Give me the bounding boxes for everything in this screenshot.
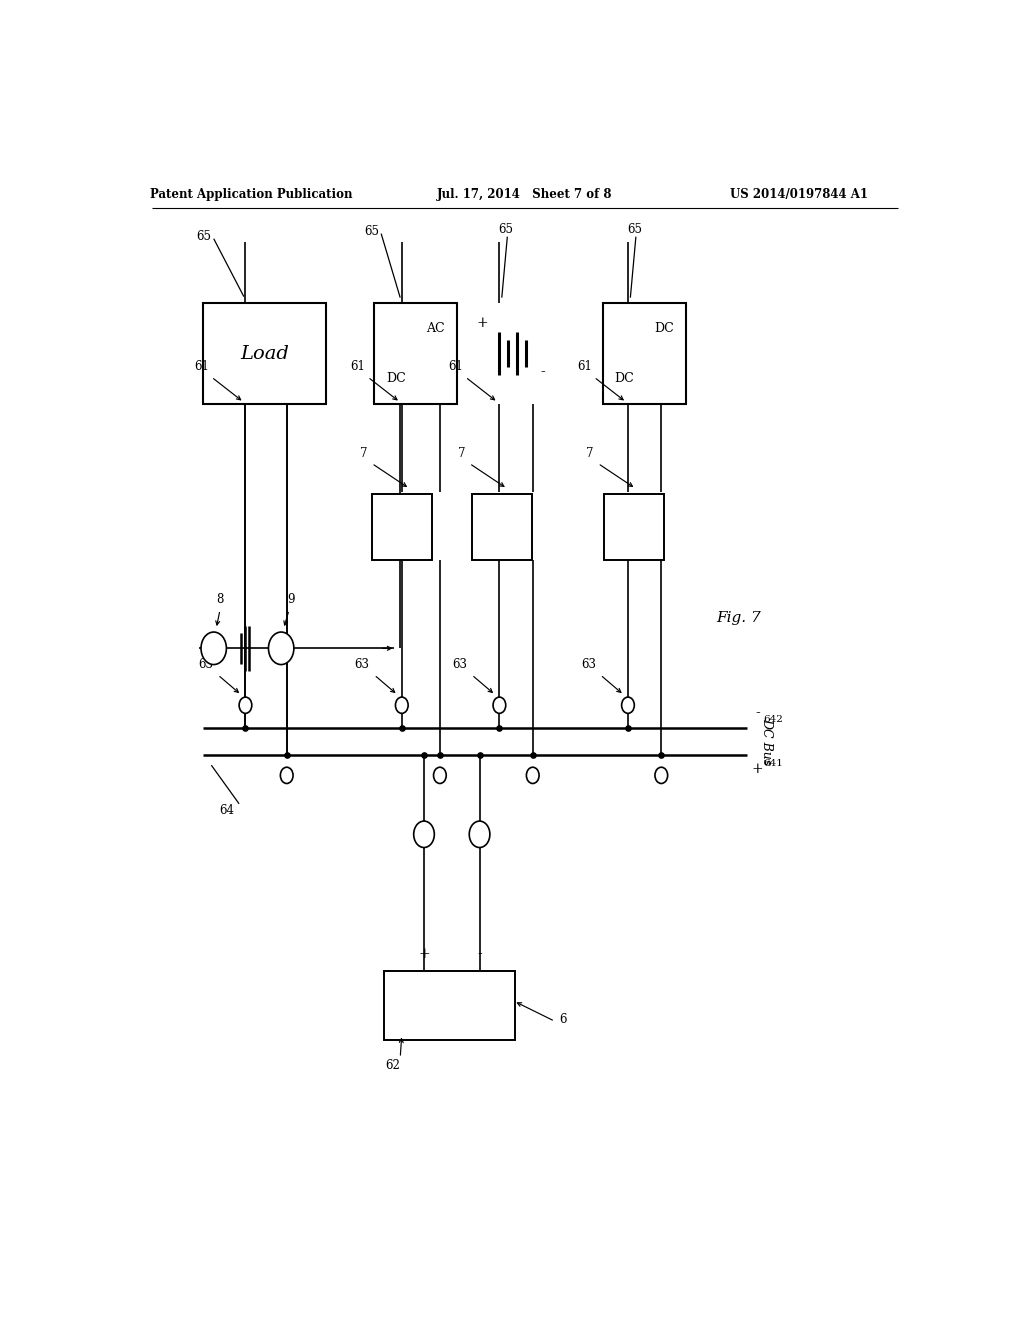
Text: 63: 63 [354,659,370,671]
Text: 61: 61 [350,360,366,374]
Text: 62: 62 [385,1059,399,1072]
Text: 641: 641 [763,759,782,768]
Text: 65: 65 [499,223,513,236]
Text: +: + [210,644,218,653]
Text: +: + [278,644,286,653]
Text: 7: 7 [360,446,368,459]
Text: DC Bus: DC Bus [761,718,773,764]
Text: +: + [418,948,430,961]
Bar [372,494,432,560]
Text: AC: AC [426,322,445,335]
Text: US 2014/0197844 A1: US 2014/0197844 A1 [729,189,867,202]
Text: Load: Load [241,345,290,363]
Bar [604,494,665,560]
Text: 64: 64 [220,804,234,817]
Text: 7: 7 [458,446,465,459]
Text: 8: 8 [216,593,224,606]
Text: 61: 61 [577,360,592,374]
Circle shape [433,767,446,784]
Text: 642: 642 [763,714,782,723]
Text: 6: 6 [559,1012,566,1026]
Text: Jul. 17, 2014   Sheet 7 of 8: Jul. 17, 2014 Sheet 7 of 8 [437,189,612,202]
Text: -: - [755,706,760,721]
Circle shape [395,697,409,713]
Bar [204,302,327,404]
Bar [374,302,458,404]
Text: Patent Application Publication: Patent Application Publication [150,189,352,202]
Text: 63: 63 [581,659,596,671]
Bar [472,494,531,560]
Text: 61: 61 [195,360,209,374]
Text: DC: DC [386,372,406,385]
Text: 65: 65 [627,223,642,236]
Text: Fig. 7: Fig. 7 [717,611,762,624]
Circle shape [268,632,294,664]
Text: 9: 9 [287,593,295,606]
Text: +: + [476,315,487,330]
Text: +: + [752,762,763,776]
Circle shape [655,767,668,784]
Text: 7: 7 [586,446,594,459]
Text: 63: 63 [199,659,213,671]
Text: DC: DC [614,372,634,385]
Circle shape [414,821,434,847]
Text: 65: 65 [197,230,212,243]
Text: 65: 65 [365,226,379,238]
Bar [384,970,515,1040]
Circle shape [201,632,226,664]
Circle shape [526,767,539,784]
Circle shape [622,697,634,713]
Text: DC: DC [654,322,674,335]
Text: 61: 61 [449,360,463,374]
Circle shape [494,697,506,713]
Bar [602,302,686,404]
Circle shape [239,697,252,713]
Circle shape [281,767,293,784]
Text: 63: 63 [453,659,467,671]
Text: -: - [477,948,482,961]
Text: -: - [541,364,546,379]
Circle shape [469,821,489,847]
